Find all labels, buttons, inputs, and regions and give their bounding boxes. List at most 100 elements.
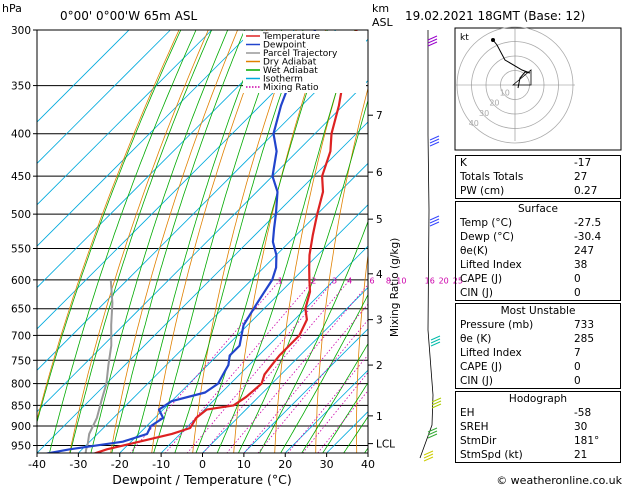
- surface-value: 38: [574, 259, 588, 271]
- hodograph-frame: [454, 27, 622, 151]
- most-unstable-label: Lifted Index: [460, 347, 522, 359]
- isotherm-line: [37, 121, 368, 453]
- surface-value: -27.5: [574, 217, 602, 229]
- legend-label: Parcel Trajectory: [263, 49, 338, 59]
- isotherm-line: [119, 204, 368, 453]
- stats-panel: K -17 Totals Totals 27 PW (cm) 0.27 Surface T…: [455, 155, 621, 465]
- storm-motion-triangle: [511, 69, 532, 86]
- wind-barb-icon: [431, 397, 442, 409]
- isotherm-line: [37, 30, 171, 164]
- surface-label: θe(K): [460, 245, 488, 257]
- hodograph-stats-title: Hodograph: [508, 393, 568, 405]
- hodograph-stats-box: Hodograph EH -58 SREH 30 StmDir 181° StmSpd (k…: [455, 391, 621, 463]
- surface-row: Lifted Index 38: [456, 258, 620, 272]
- surface-label: Dewp (°C): [460, 231, 514, 243]
- legend-label: Mixing Ratio: [263, 83, 319, 93]
- wet-adiabat-line: [216, 30, 356, 453]
- most-unstable-label: CAPE (J): [460, 361, 503, 373]
- dry-adiabat-line: [396, 30, 443, 464]
- mixing-ratio-line: [287, 354, 368, 453]
- legend-background: [243, 31, 366, 93]
- hodograph-stat-value: -58: [574, 407, 592, 419]
- sounding-series: [43, 30, 358, 453]
- most-unstable-label: θe (K): [460, 333, 492, 345]
- dry-adiabat-line: [233, 30, 326, 453]
- mixing-ratio-axis-title: Mixing Ratio (g/kg): [389, 238, 401, 337]
- surface-row: θe(K) 247: [456, 244, 620, 258]
- surface-row: Temp (°C) -27.5: [456, 216, 620, 230]
- index-label: K: [460, 157, 467, 169]
- surface-label: Lifted Index: [460, 259, 522, 271]
- pressure-tick-label: 600: [11, 275, 31, 287]
- isotherm-line: [37, 30, 295, 289]
- most-unstable-box: Most Unstable Pressure (mb) 733 θe (K) 285 L…: [455, 303, 621, 389]
- wind-barb-icon: [427, 35, 438, 47]
- most-unstable-row: CAPE (J) 0: [456, 360, 620, 374]
- most-unstable-row: θe (K) 285: [456, 332, 620, 346]
- pressure-tick-label: 650: [11, 304, 31, 316]
- mixing-ratio-label: 8: [386, 276, 391, 285]
- mixing-ratio-line: [257, 319, 368, 453]
- surface-box: Surface Temp (°C) -27.5 Dewp (°C) -30.4 θe(K…: [455, 201, 621, 301]
- height-tick-label: 3: [376, 315, 383, 327]
- most-unstable-title: Most Unstable: [500, 305, 576, 317]
- temperature-tick-label: 40: [361, 458, 375, 471]
- surface-row: Dewp (°C) -30.4: [456, 230, 620, 244]
- asl-unit: ASL: [372, 16, 394, 29]
- legend-label: Temperature: [262, 32, 320, 42]
- surface-value: 0: [574, 287, 581, 299]
- wind-barb-icon: [427, 427, 438, 439]
- hodograph-stat-row: StmSpd (kt) 21: [456, 448, 620, 462]
- pressure-tick-label: 800: [11, 379, 31, 391]
- hodograph-ring-label: 30: [479, 109, 489, 118]
- wind-barb-icon: [423, 450, 434, 462]
- height-tick-label: 7: [376, 110, 383, 122]
- temperature-tick-label: -10: [152, 458, 170, 471]
- wet-adiabat-line: [90, 30, 229, 453]
- mixing-ratio-line: [164, 279, 315, 453]
- pressure-tick-label: 900: [11, 421, 31, 433]
- mixing-ratio-label: 16: [425, 276, 435, 285]
- hpa-unit: hPa: [2, 2, 22, 15]
- series-temperature-line: [92, 30, 358, 453]
- height-tick-label: LCL: [376, 439, 395, 451]
- isotherm-line: [37, 80, 368, 413]
- most-unstable-value: 285: [574, 333, 595, 345]
- isotherm-line: [37, 30, 337, 330]
- most-unstable-row: Lifted Index 7: [456, 346, 620, 360]
- pressure-tick-label: 950: [11, 441, 31, 453]
- temperature-axis: -40 -30 -20 -10 0 10 20 30 40: [28, 453, 375, 471]
- surface-label: Temp (°C): [460, 217, 513, 229]
- mixing-ratio-line: [243, 303, 368, 453]
- hodograph-stat-row: StmDir 181°: [456, 434, 620, 448]
- height-tick-label: 4: [376, 269, 383, 281]
- hodograph-stat-row: EH -58: [456, 406, 620, 420]
- mixing-ratio-label: 1: [278, 276, 283, 285]
- dry-adiabat-line: [192, 30, 297, 453]
- series-dewpoint-line: [43, 30, 317, 453]
- datetime-title: 19.02.2021 18GMT (Base: 12): [405, 9, 585, 23]
- isotherm-line: [160, 245, 368, 453]
- hodograph-ring-label: 40: [469, 119, 479, 128]
- temperature-tick-label: -30: [69, 458, 87, 471]
- hodograph-stat-label: EH: [460, 407, 475, 419]
- location-title: 0°00' 0°00'W 65m ASL: [60, 9, 198, 23]
- wind-barb-column: [419, 30, 442, 462]
- mixing-ratio-line: [186, 279, 335, 453]
- temperature-tick-label: -40: [28, 458, 46, 471]
- pressure-tick-label: 700: [11, 330, 31, 342]
- most-unstable-label: CIN (J): [460, 375, 493, 387]
- wet-adiabat-line: [280, 293, 368, 453]
- hodograph-stat-label: StmSpd (kt): [460, 449, 523, 461]
- mixing-ratio-line: [317, 389, 368, 453]
- surface-value: 0: [574, 273, 581, 285]
- isotherm-line: [77, 162, 368, 453]
- wind-barb-icon: [429, 135, 440, 147]
- index-value: 27: [574, 171, 588, 183]
- dry-adiabat-line: [274, 30, 356, 453]
- height-tick-label: 2: [376, 360, 383, 372]
- temperature-tick-label: 30: [320, 458, 334, 471]
- legend-label: Isotherm: [263, 75, 303, 85]
- mixing-ratio-label: 20: [439, 276, 449, 285]
